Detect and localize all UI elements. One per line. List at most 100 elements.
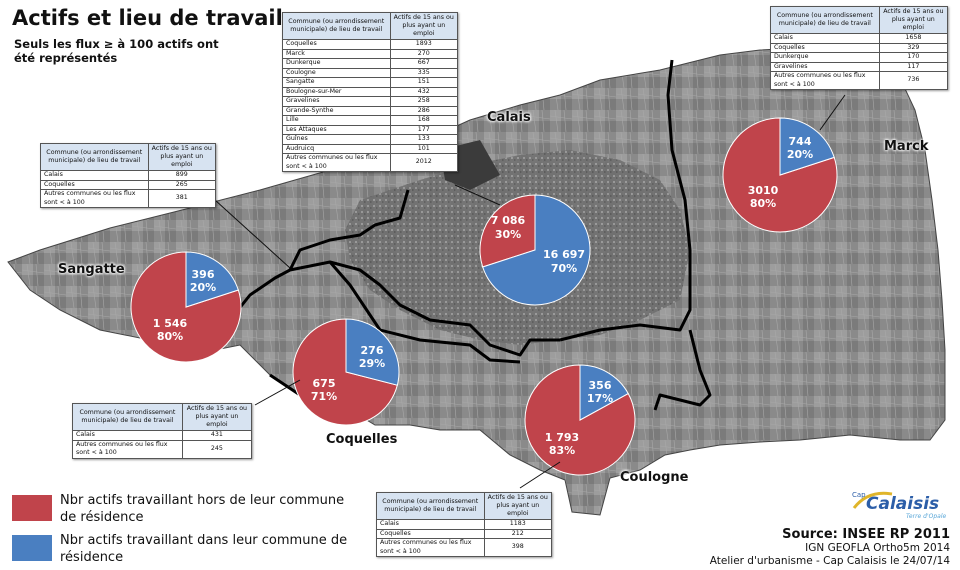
table-row: Autres communes ou les flux sont < à 100…	[376, 538, 553, 557]
table-cell-commune: Gravelines	[770, 61, 880, 72]
table-header-cell: Actifs de 15 ans ou plus ayant un emploi	[389, 12, 459, 40]
table-row: Dunkerque 170	[770, 52, 949, 63]
table-cell-commune: Calais	[376, 519, 485, 530]
pie-coquelles-slice-dans	[345, 318, 400, 386]
commune-boundaries	[208, 59, 712, 411]
table-cell-actifs: 212	[483, 528, 553, 539]
table-header-cell: Commune (ou arrondissement municipale) d…	[72, 403, 183, 431]
table-coulogne: Commune (ou arrondissement municipale) d…	[376, 492, 553, 557]
table-cell-commune: Calais	[770, 33, 880, 44]
pie-coquelles-slice-hors	[292, 318, 398, 426]
table-row: Autres communes ou les flux sont < à 100…	[770, 71, 949, 90]
table-header-row: Commune (ou arrondissement municipale) d…	[770, 6, 949, 34]
pie-sangatte	[130, 251, 242, 363]
table-header-cell: Commune (ou arrondissement municipale) d…	[282, 12, 391, 40]
table-cell-commune: Dunkerque	[770, 52, 880, 63]
table-cell-actifs: 1658	[878, 33, 949, 44]
table-row: Calais 431	[72, 430, 253, 441]
table-row: Grande-Synthe 286	[282, 105, 459, 116]
legend-label-hors: Nbr actifs travaillant hors de leur comm…	[60, 493, 345, 525]
table-row: Coquelles 212	[376, 528, 553, 539]
table-row: Autres communes ou les flux sont < à 100…	[282, 153, 459, 172]
table-header-cell: Actifs de 15 ans ou plus ayant un emploi	[483, 492, 553, 520]
table-cell-commune: Autres communes ou les flux sont < à 100	[40, 189, 149, 208]
pie-coulogne-dans-value: 356	[589, 379, 612, 392]
table-cell-actifs: 286	[389, 105, 459, 116]
logo-tagline: Terre d'Opale	[906, 513, 946, 520]
pie-sangatte-slice-dans	[185, 251, 239, 308]
cap-calaisis-logo: Cap Calaisis Terre d'Opale	[848, 488, 958, 520]
table-cell-actifs: 329	[878, 42, 949, 53]
table-cell-commune: Autres communes ou les flux sont < à 100	[72, 439, 183, 459]
table-header-cell: Commune (ou arrondissement municipale) d…	[376, 492, 485, 520]
legend-label-dans: Nbr actifs travaillant dans leur commune…	[60, 533, 348, 565]
table-cell-commune: Calais	[40, 170, 149, 181]
table-cell-commune: Autres communes ou les flux sont < à 100	[282, 153, 391, 172]
pie-coquelles-hors-value: 675	[313, 377, 336, 390]
table-row: Calais 899	[40, 170, 217, 181]
pie-calais-hors-pct: 30%	[495, 228, 521, 241]
pie-marck-hors-value: 3010	[748, 184, 779, 197]
logo-main: Calaisis	[866, 494, 939, 514]
table-row: Calais 1183	[376, 519, 553, 530]
pie-marck	[722, 117, 838, 233]
table-cell-actifs: 177	[389, 124, 459, 135]
pie-coquelles-dans-pct: 29%	[359, 357, 385, 370]
table-cell-actifs: 265	[147, 179, 217, 190]
table-row: Gravelines 258	[282, 96, 459, 107]
pie-coquelles-hors-pct: 71%	[311, 390, 337, 403]
table-header-cell: Commune (ou arrondissement municipale) d…	[770, 6, 880, 34]
table-row: Coquelles 329	[770, 42, 949, 53]
table-row: Autres communes ou les flux sont < à 100…	[40, 189, 217, 208]
table-cell-actifs: 381	[147, 189, 217, 208]
table-cell-actifs: 1893	[389, 39, 459, 50]
pie-calais-hors-value: 7 086	[491, 214, 526, 227]
legend-swatch-dans	[12, 535, 52, 561]
legend-swatch-hors	[12, 495, 52, 521]
table-cell-commune: Guînes	[282, 134, 391, 145]
table-cell-actifs: 245	[181, 439, 253, 459]
table-row: Sangatte 151	[282, 77, 459, 88]
place-marck: Marck	[884, 139, 929, 154]
table-header-cell: Actifs de 15 ans ou plus ayant un emploi	[147, 143, 217, 171]
table-cell-commune: Marck	[282, 48, 391, 59]
pie-calais	[479, 194, 591, 306]
pie-marck-dans-value: 744	[789, 135, 812, 148]
table-cell-commune: Coulogne	[282, 67, 391, 78]
pie-sangatte-hors-value: 1 546	[153, 317, 188, 330]
table-row: Calais 1658	[770, 33, 949, 44]
table-cell-actifs: 736	[878, 71, 949, 90]
table-row: Coquelles 1893	[282, 39, 459, 50]
table-row: Coulogne 335	[282, 67, 459, 78]
table-cell-actifs: 168	[389, 115, 459, 126]
table-header-row: Commune (ou arrondissement municipale) d…	[282, 12, 459, 40]
table-cell-commune: Les Attaques	[282, 124, 391, 135]
table-cell-actifs: 432	[389, 86, 459, 97]
place-sangatte: Sangatte	[58, 262, 125, 277]
table-cell-commune: Autres communes ou les flux sont < à 100	[770, 71, 880, 90]
table-cell-commune: Calais	[72, 430, 183, 441]
table-header-row: Commune (ou arrondissement municipale) d…	[72, 403, 253, 431]
pie-sangatte-dans-value: 396	[192, 268, 215, 281]
pie-sangatte-hors-pct: 80%	[157, 330, 183, 343]
table-cell-commune: Lille	[282, 115, 391, 126]
table-cell-actifs: 170	[878, 52, 949, 63]
table-row: Les Attaques 177	[282, 124, 459, 135]
table-cell-actifs: 101	[389, 143, 459, 154]
table-header-cell: Actifs de 15 ans ou plus ayant un emploi	[181, 403, 253, 431]
source-line-2: IGN GEOFLA Ortho5m 2014	[805, 542, 950, 554]
table-row: Autres communes ou les flux sont < à 100…	[72, 439, 253, 459]
pie-calais-slice-dans	[482, 194, 591, 306]
pie-marck-slice-dans	[779, 117, 835, 176]
table-cell-actifs: 335	[389, 67, 459, 78]
place-calais: Calais	[487, 110, 531, 125]
logo-prefix: Cap	[852, 491, 866, 499]
table-cell-actifs: 1183	[483, 519, 553, 530]
table-cell-actifs: 258	[389, 96, 459, 107]
table-cell-commune: Coquelles	[770, 42, 880, 53]
source-line-1: Source: INSEE RP 2011	[782, 527, 950, 542]
table-cell-commune: Coquelles	[40, 179, 149, 190]
table-sangatte: Commune (ou arrondissement municipale) d…	[40, 143, 217, 208]
table-cell-commune: Dunkerque	[282, 58, 391, 69]
table-cell-actifs: 667	[389, 58, 459, 69]
